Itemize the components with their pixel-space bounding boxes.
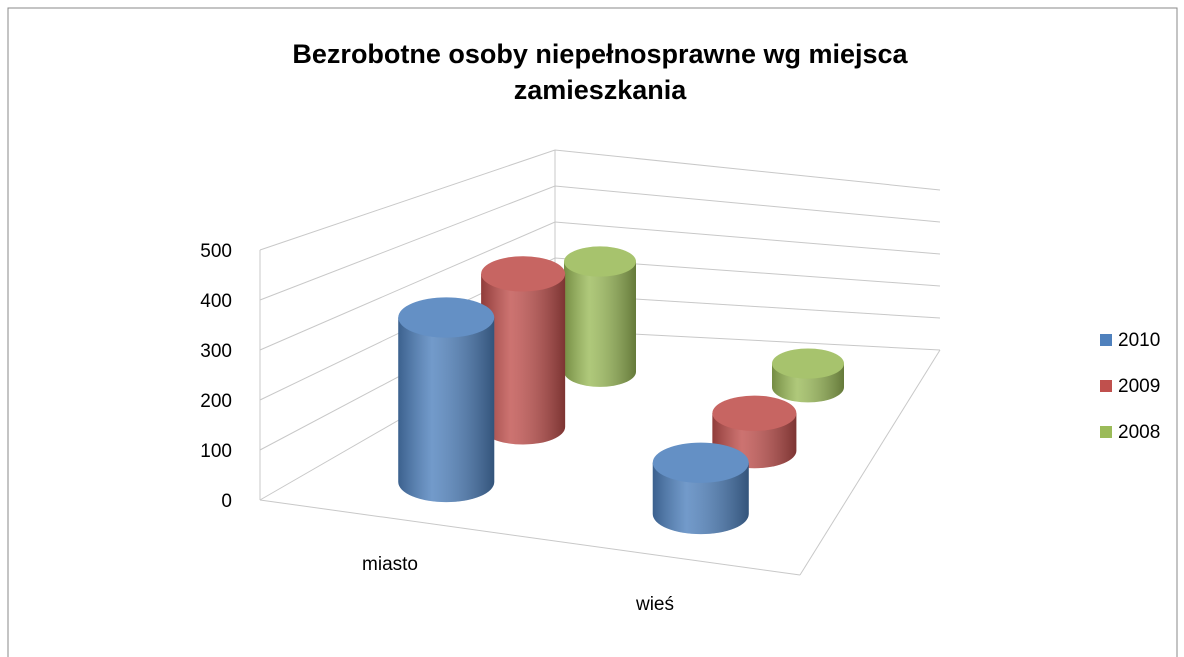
legend-swatch — [1100, 426, 1112, 438]
cylinder — [481, 256, 566, 445]
legend-label: 2010 — [1118, 330, 1160, 351]
y-tick-label: 0 — [221, 491, 232, 512]
cylinder-top-light — [652, 442, 749, 483]
cylinder-top-light — [481, 256, 566, 292]
cylinder — [652, 442, 749, 535]
cylinder-shade — [652, 462, 749, 535]
cylinder-top — [772, 348, 844, 379]
cylinder — [398, 297, 495, 503]
cylinder — [564, 246, 636, 387]
cylinder-top-light — [712, 395, 797, 431]
chart-title: Bezrobotne osoby niepełnosprawne wg miej… — [292, 39, 908, 105]
cylinder-top-light — [398, 297, 495, 338]
cylinder-shade — [481, 273, 566, 445]
y-tick-label: 100 — [200, 441, 232, 462]
y-tick-label: 400 — [200, 291, 232, 312]
x-tick-label: wieś — [635, 594, 674, 615]
cylinder-top — [481, 256, 566, 292]
legend-label: 2009 — [1118, 376, 1160, 397]
y-tick-label: 500 — [200, 241, 232, 262]
y-tick-label: 300 — [200, 341, 232, 362]
cylinder-top — [398, 297, 495, 338]
y-tick-label: 200 — [200, 391, 232, 412]
cylinder — [772, 348, 844, 403]
cylinder-shade — [564, 261, 636, 387]
axis-line — [259, 499, 801, 576]
cylinder-top-light — [564, 246, 636, 277]
cylinder-top — [564, 246, 636, 277]
axis-line — [799, 349, 941, 576]
cylinder-shade — [398, 317, 495, 503]
legend-swatch — [1100, 380, 1112, 392]
cylinder-top — [652, 442, 749, 483]
legend-label: 2008 — [1118, 422, 1160, 443]
x-tick-label: miasto — [362, 554, 418, 575]
cylinder-top — [712, 395, 797, 431]
cylinder-top-light — [772, 348, 844, 379]
legend-swatch — [1100, 334, 1112, 346]
